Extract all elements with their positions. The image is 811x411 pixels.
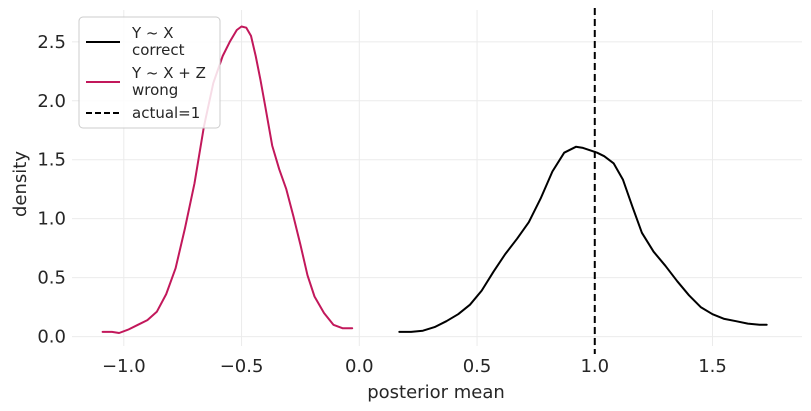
x-tick-label: 0.0	[345, 356, 374, 377]
y-tick-label: 0.0	[37, 327, 66, 348]
y-axis-label: density	[10, 151, 31, 217]
legend-label: actual=1	[132, 104, 200, 122]
wrong-density-line	[101, 25, 354, 334]
legend-box	[78, 16, 221, 129]
plot-series	[101, 8, 768, 354]
x-tick-label: −0.5	[220, 356, 264, 377]
correct-density-line	[398, 145, 768, 333]
y-tick-label: 2.0	[37, 91, 66, 112]
y-tick-label: 2.5	[37, 32, 66, 53]
y-axis-ticks: 0.0 0.5 1.0 1.5 2.0 2.5	[37, 32, 66, 348]
x-tick-label: 1.5	[698, 356, 727, 377]
y-tick-label: 1.5	[37, 150, 66, 171]
x-axis-ticks: −1.0 −0.5 0.0 0.5 1.0 1.5	[102, 356, 727, 377]
x-axis-label: posterior mean	[367, 382, 505, 403]
x-tick-label: 0.5	[463, 356, 492, 377]
y-tick-label: 1.0	[37, 209, 66, 230]
x-tick-label: 1.0	[580, 356, 609, 377]
x-tick-label: −1.0	[102, 356, 146, 377]
y-tick-label: 0.5	[37, 268, 66, 289]
